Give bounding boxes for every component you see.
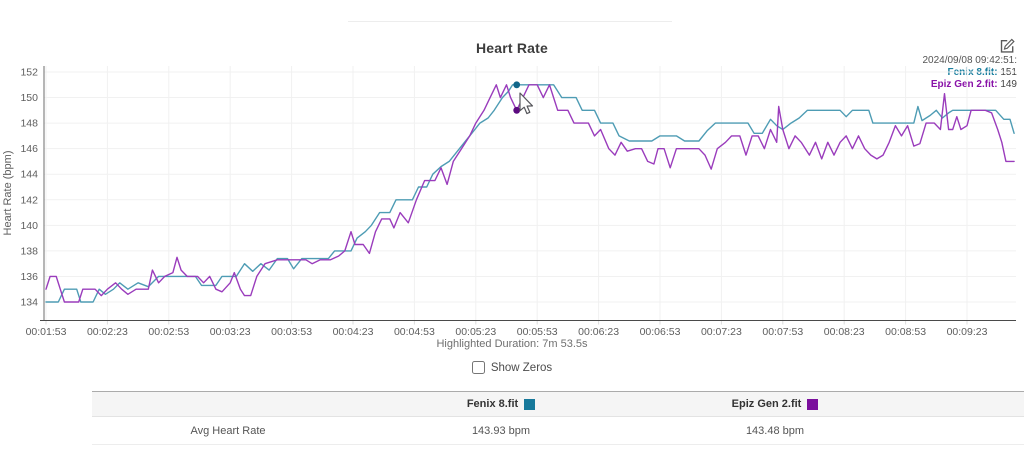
y-tick-label: 146 xyxy=(20,143,38,155)
hover-marker-0 xyxy=(513,81,521,89)
tooltip-series-epiz: Epiz Gen 2.fit: 149 xyxy=(922,79,1017,91)
tooltip-epiz-label: Epiz Gen 2.fit: xyxy=(930,79,998,90)
fenix-avg-value-cell: 143.93 bpm xyxy=(471,424,531,437)
axes xyxy=(40,66,1016,325)
series-line-1[interactable] xyxy=(45,84,1015,303)
show-zeros-checkbox[interactable] xyxy=(471,361,485,374)
chart-title: Heart Rate xyxy=(475,40,549,56)
x-tick-label: 00:09:23 xyxy=(947,326,988,338)
x-tick-label: 00:06:23 xyxy=(578,326,619,338)
top-divider xyxy=(348,21,672,22)
y-tick-label: 152 xyxy=(20,67,38,79)
y-tick-label: 136 xyxy=(20,271,38,283)
x-tick-label: 00:02:23 xyxy=(87,326,128,338)
header-fenix-cell: Fenix 8.fit xyxy=(364,392,638,416)
hover-marker-1 xyxy=(513,106,521,114)
y-tick-label: 140 xyxy=(20,220,38,232)
hover-markers xyxy=(513,81,521,114)
highlighted-duration-label: Highlighted Duration: 7m 53.5s xyxy=(436,338,588,350)
avg-heart-rate-row: Avg Heart Rate 143.93 bpm 143.48 bpm xyxy=(92,417,1024,445)
x-tick-label: 00:03:53 xyxy=(271,326,312,338)
y-tick-label: 150 xyxy=(20,92,38,104)
x-tick-label: 00:07:53 xyxy=(762,326,803,338)
y-tick-label: 148 xyxy=(20,118,38,130)
y-tick-label: 142 xyxy=(20,194,38,206)
epiz-avg-value-cell: 143.48 bpm xyxy=(745,424,805,437)
epiz-legend-swatch xyxy=(807,398,819,410)
header-metric-cell xyxy=(92,392,364,416)
y-axis-title: Heart Rate (bpm) xyxy=(2,151,14,236)
x-tick-label: 00:05:23 xyxy=(455,326,496,338)
x-tick-label: 00:02:53 xyxy=(148,326,189,338)
x-tick-label: 00:08:23 xyxy=(824,326,865,338)
metric-name-cell: Avg Heart Rate xyxy=(190,424,266,437)
show-zeros-control: Show Zeros xyxy=(0,361,1024,374)
header-fenix-label: Fenix 8.fit xyxy=(466,398,519,410)
table-header-row: Fenix 8.fit Epiz Gen 2.fit xyxy=(92,391,1024,417)
y-tick-label: 138 xyxy=(20,245,38,257)
series-line-0[interactable] xyxy=(45,84,1015,303)
y-tick-label: 144 xyxy=(20,169,38,181)
x-tick-label: 00:03:23 xyxy=(210,326,251,338)
gridlines xyxy=(44,66,1016,321)
series-lines[interactable] xyxy=(45,84,1015,303)
x-tick-label: 00:05:53 xyxy=(517,326,558,338)
x-tick-label: 00:06:53 xyxy=(640,326,681,338)
show-zeros-label: Show Zeros xyxy=(490,361,553,374)
value-spacer-cell xyxy=(912,417,1024,444)
x-tick-label: 00:07:23 xyxy=(701,326,742,338)
tooltip-epiz-value: 149 xyxy=(1000,79,1017,90)
fenix-legend-swatch xyxy=(524,398,536,410)
tooltip-timestamp: 2024/09/08 09:42:51: xyxy=(922,55,1017,66)
edit-pencil-square-icon xyxy=(1000,38,1015,53)
edit-chart-button[interactable] xyxy=(999,38,1015,54)
header-epiz-cell: Epiz Gen 2.fit xyxy=(638,392,912,416)
x-tick-label: 00:08:53 xyxy=(885,326,926,338)
x-tick-label: 00:04:23 xyxy=(333,326,374,338)
x-tick-label: 00:01:53 xyxy=(26,326,67,338)
axis-labels: 134 136 138 140 142 144 146 148 150 152 00:01:53 00… xyxy=(2,67,988,339)
heart-rate-chart[interactable]: 134 136 138 140 142 144 146 148 150 152 00:01:53 00… xyxy=(0,0,1024,352)
header-spacer-cell xyxy=(912,392,1024,416)
header-epiz-label: Epiz Gen 2.fit xyxy=(731,398,802,410)
y-tick-label: 134 xyxy=(20,297,38,309)
x-tick-label: 00:04:53 xyxy=(394,326,435,338)
summary-table: Fenix 8.fit Epiz Gen 2.fit Avg Heart Rat… xyxy=(92,391,1024,445)
